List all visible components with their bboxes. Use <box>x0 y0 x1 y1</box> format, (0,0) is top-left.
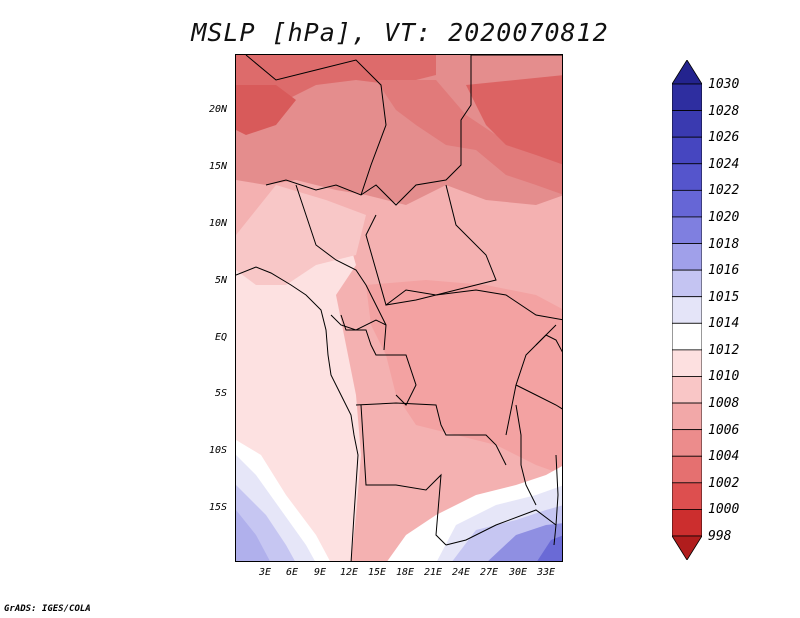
coastline <box>236 266 359 561</box>
colorbar-label: 1024 <box>708 156 740 172</box>
lake-victoria <box>535 334 562 353</box>
colorbar-segment <box>672 83 702 111</box>
lon-label-9e: 9E <box>313 567 327 578</box>
lat-label-10n: 10N <box>208 218 227 229</box>
pressure-fill-1004 <box>466 75 562 165</box>
colorbar-segment <box>672 376 702 404</box>
colorbar <box>672 60 702 560</box>
pressure-fill-1004b <box>236 85 296 135</box>
colorbar-label: 1022 <box>708 183 740 199</box>
border-nigeria-cameroon <box>295 184 387 351</box>
border-angola-drc <box>355 402 507 466</box>
lon-label-18e: 18E <box>395 567 415 578</box>
lat-label-eq: EQ <box>214 332 227 343</box>
colorbar-segment <box>672 163 702 191</box>
border-car-sudan <box>385 289 562 321</box>
colorbar-label: 1008 <box>708 396 740 412</box>
colorbar-segment <box>672 136 702 165</box>
lon-label-30e: 30E <box>508 567 528 578</box>
pressure-fill-1008c <box>366 280 562 475</box>
mslp-map <box>236 55 562 561</box>
colorbar-label: 1014 <box>708 316 740 332</box>
border-angola-zambia <box>360 404 447 546</box>
lon-label-33e: 33E <box>536 567 556 578</box>
colorbar-label: 1010 <box>708 369 740 385</box>
colorbar-label: 1000 <box>708 502 740 518</box>
borders <box>236 55 562 561</box>
footer-credit: GrADS: IGES/COLA <box>4 604 91 614</box>
lat-label-5s: 5S <box>214 388 227 399</box>
chart-title: MSLP [hPa], VT: 2020070812 <box>191 18 609 47</box>
colorbar-label: 1028 <box>708 103 740 119</box>
colorbar-label: 1030 <box>708 77 740 92</box>
lon-label-12e: 12E <box>339 567 359 578</box>
border-gabon-congo <box>340 314 386 356</box>
pressure-fill-1018 <box>236 510 270 561</box>
lon-label-3e: 3E <box>258 567 272 578</box>
colorbar-segment <box>672 269 702 298</box>
colorbar-segment <box>672 509 702 537</box>
border-congo-drc <box>386 354 417 406</box>
colorbar-segment <box>672 402 702 431</box>
colorbar-label: 1018 <box>708 236 740 252</box>
lat-label-15s: 15S <box>208 502 227 513</box>
lon-label-6e: 6E <box>285 567 299 578</box>
lat-label-10s: 10S <box>208 445 227 456</box>
colorbar-segment <box>672 189 702 218</box>
colorbar-label: 1004 <box>708 449 740 465</box>
pressure-fill-1020se <box>537 535 562 561</box>
map-panel <box>235 54 563 562</box>
colorbar-segment <box>672 243 702 271</box>
colorbar-label: 998 <box>708 529 732 544</box>
lat-label-15n: 15N <box>208 161 227 172</box>
pressure-fill-1010w <box>236 185 366 285</box>
lake-malawi <box>553 454 559 546</box>
colorbar-segment <box>672 482 702 510</box>
border-niger-chad <box>265 55 472 206</box>
colorbar-label: 1015 <box>708 289 740 305</box>
lat-label-5n: 5N <box>214 275 227 286</box>
colorbar-segment <box>672 110 702 138</box>
lon-label-15e: 15E <box>367 567 387 578</box>
colorbar-segment <box>672 322 702 351</box>
colorbar-label: 1012 <box>708 342 740 358</box>
border-east <box>515 384 562 410</box>
colorbar-segment <box>672 296 702 324</box>
lon-label-27e: 27E <box>479 567 499 578</box>
lake-tanganyika <box>515 404 537 506</box>
border-mali-niger <box>245 55 387 196</box>
lon-label-24e: 24E <box>451 567 471 578</box>
colorbar-label: 1002 <box>708 475 740 491</box>
colorbar-bottom-arrow <box>672 535 702 560</box>
colorbar-label: 1020 <box>708 209 740 225</box>
border-zambia-zimbabwe <box>445 509 557 546</box>
lat-label-20n: 20N <box>208 104 227 115</box>
colorbar-label: 1016 <box>708 263 740 279</box>
lon-label-21e: 21E <box>423 567 443 578</box>
colorbar-segment <box>672 429 702 457</box>
colorbar-segment <box>672 216 702 244</box>
colorbar-label: 1026 <box>708 130 740 146</box>
pressure-fill-1006b <box>376 80 562 195</box>
colorbar-label: 1006 <box>708 422 740 438</box>
colorbar-segment <box>672 455 702 484</box>
colorbar-segment <box>672 349 702 377</box>
colorbar-top-arrow <box>672 60 702 85</box>
